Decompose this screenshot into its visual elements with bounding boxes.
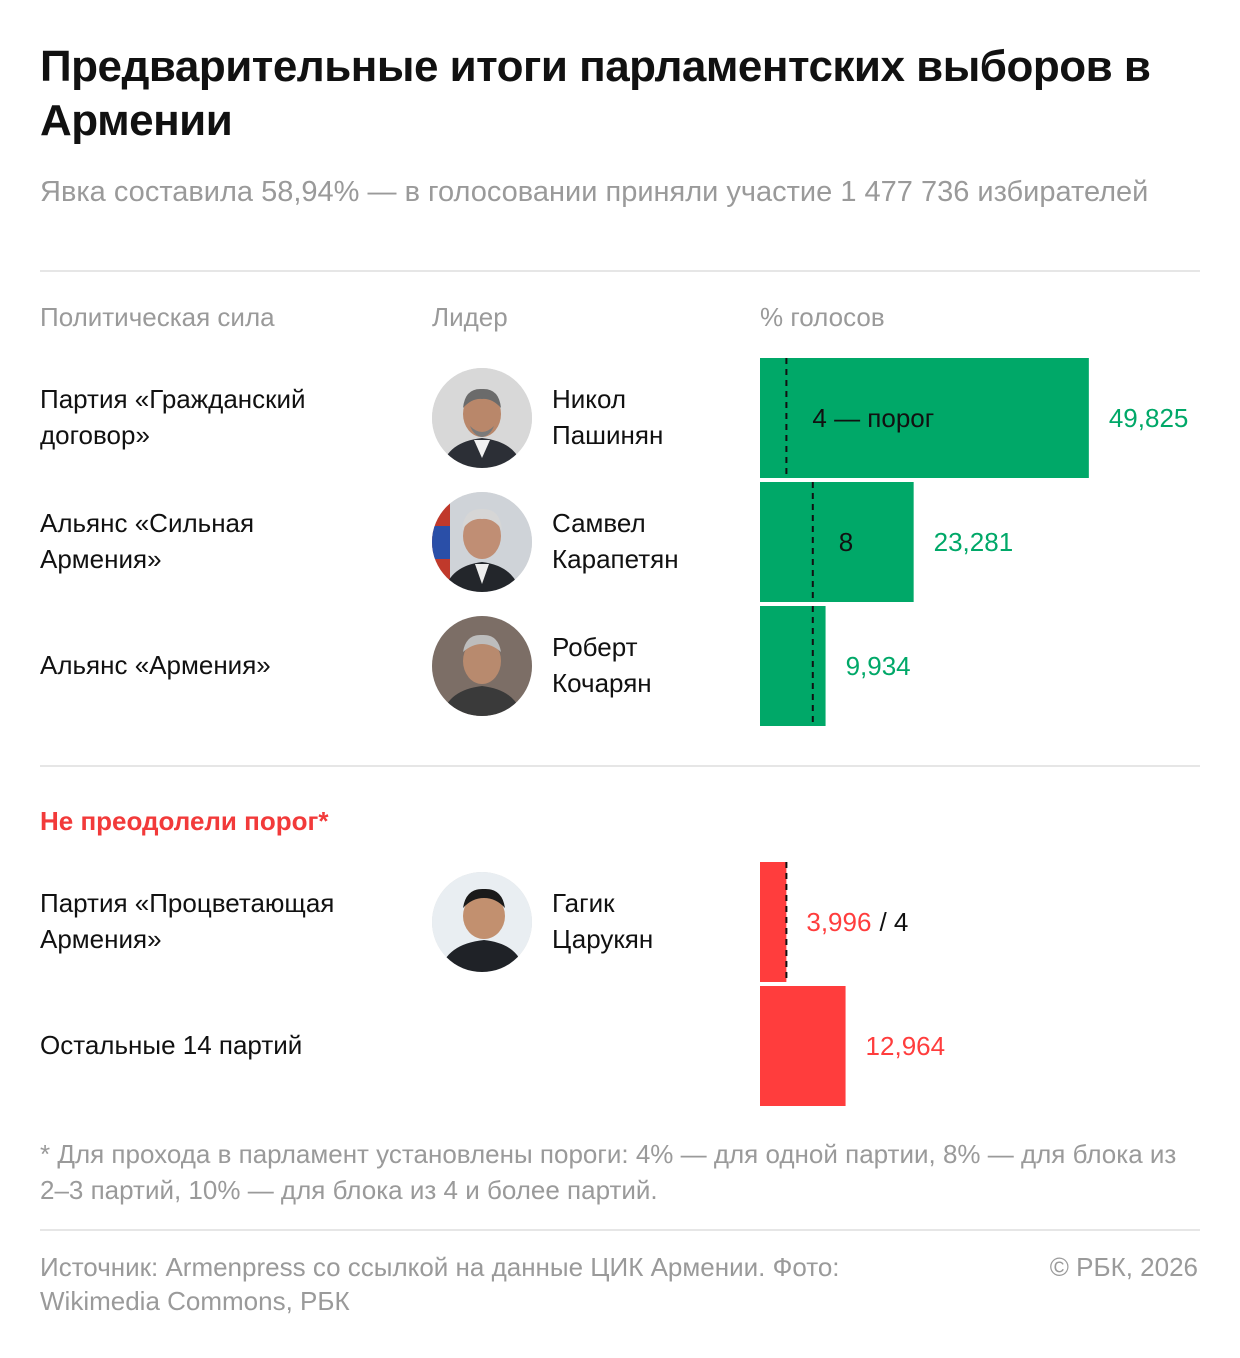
party-name: Партия «Процветающая Армения» [40, 888, 335, 954]
footnote: * Для прохода в парламент установлены по… [40, 1139, 1177, 1205]
value-label: 49,825 [1109, 403, 1189, 433]
leader-photo [432, 616, 532, 716]
source-note: Источник: Armenpress со ссылкой на данны… [40, 1252, 840, 1316]
leader-name: Никол Пашинян [552, 384, 664, 450]
divider-bottom [40, 1229, 1200, 1231]
bar [760, 482, 914, 602]
bar [760, 986, 846, 1106]
portrait-karapetyan-icon [432, 492, 532, 592]
column-header-votes: % голосов [760, 302, 885, 332]
divider-top [40, 270, 1200, 272]
leader-photo [432, 368, 532, 468]
value-label: 23,281 [934, 527, 1014, 557]
leader-name: Гагик Царукян [552, 888, 654, 954]
threshold-label: 8 [839, 527, 853, 557]
portrait-tsarukyan-icon [432, 872, 532, 972]
page-title: Предварительные итоги парламентских выбо… [40, 42, 1151, 145]
threshold-label: / 4 [879, 907, 908, 937]
value-label: 12,964 [866, 1031, 946, 1061]
portrait-kocharyan-icon [432, 616, 532, 716]
value-label: 3,996 [806, 907, 871, 937]
party-name: Альянс «Сильная Армения» [40, 508, 255, 574]
page-subtitle: Явка составила 58,94% — в голосовании пр… [40, 176, 1149, 208]
leader-photo [432, 492, 532, 592]
bar [760, 358, 1089, 478]
threshold-label: 4 — порог [812, 403, 934, 433]
section-heading-failed: Не преодолели порог* [40, 806, 329, 836]
value-label: 9,934 [846, 651, 911, 681]
bar [760, 862, 787, 982]
column-header-leader: Лидер [432, 302, 508, 332]
party-name: Партия «Гражданский договор» [40, 384, 306, 450]
divider-middle [40, 765, 1200, 767]
portrait-pashinyan-icon [432, 368, 532, 468]
copyright: © РБК, 2026 [1049, 1252, 1198, 1282]
leader-photo [432, 872, 532, 972]
leader-name: Самвел Карапетян [552, 508, 679, 574]
party-name: Остальные 14 партий [40, 1030, 303, 1060]
bar [760, 606, 826, 726]
party-name: Альянс «Армения» [40, 650, 271, 680]
column-header-party: Политическая сила [40, 302, 275, 332]
leader-name: Роберт Кочарян [552, 632, 652, 698]
